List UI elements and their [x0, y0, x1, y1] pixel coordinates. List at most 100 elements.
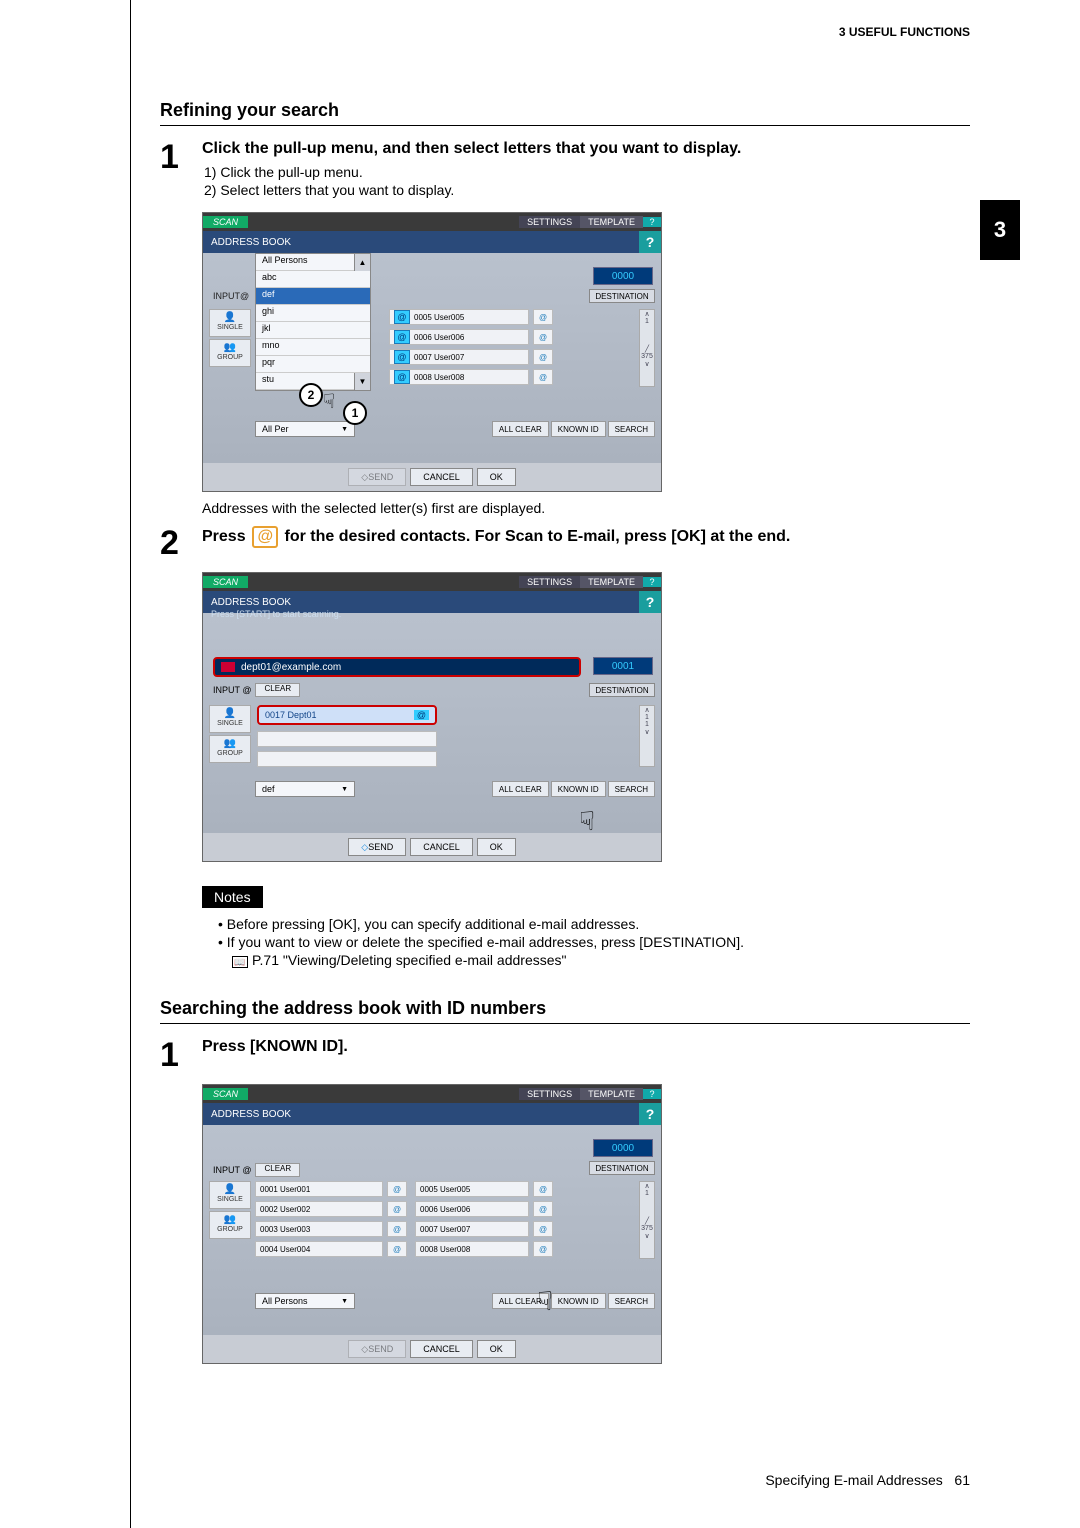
contact-row[interactable]: @0008 User008	[389, 369, 529, 385]
note-bullet: • Before pressing [OK], you can specify …	[218, 916, 970, 932]
screenshot-1: SCAN SETTINGS TEMPLATE ? ADDRESS BOOK ? …	[202, 212, 662, 492]
note-bullet: • If you want to view or delete the spec…	[218, 934, 970, 950]
help-icon: ?	[639, 1103, 661, 1125]
group-button[interactable]: 👥GROUP	[209, 1211, 251, 1239]
scrollbar[interactable]: ∧11∨	[639, 705, 655, 767]
settings-tab: SETTINGS	[519, 1088, 580, 1100]
address-book-header: ADDRESS BOOK	[203, 1103, 639, 1125]
destination-button[interactable]: DESTINATION	[589, 1161, 655, 1175]
step-number: 1	[160, 140, 202, 200]
at-button[interactable]: @	[387, 1201, 407, 1217]
template-tab: TEMPLATE	[580, 216, 643, 228]
contact-row[interactable]: 0006 User006	[415, 1201, 529, 1217]
contact-row[interactable]	[257, 751, 437, 767]
step-number: 2	[160, 526, 202, 560]
hand-cursor-icon: ☟	[323, 389, 335, 414]
clear-button[interactable]: CLEAR	[255, 1163, 300, 1177]
flag-icon	[221, 662, 235, 672]
ok-button[interactable]: OK	[477, 838, 516, 856]
dest-count: 0000	[593, 1139, 653, 1157]
notes-label: Notes	[202, 886, 263, 908]
screenshot-3: SCAN SETTINGS TEMPLATE ? ADDRESS BOOK ? …	[202, 1084, 662, 1364]
letter-dropdown[interactable]: ▲ All Persons abc def ghi jkl mno pqr st…	[255, 253, 371, 391]
single-button[interactable]: 👤SINGLE	[209, 309, 251, 337]
substep: 2) Select letters that you want to displ…	[204, 182, 970, 198]
at-button[interactable]: @	[533, 1201, 553, 1217]
cancel-button[interactable]: CANCEL	[410, 838, 473, 856]
dropdown-arrow-down[interactable]: ▼	[354, 373, 370, 390]
single-button[interactable]: 👤SINGLE	[209, 1181, 251, 1209]
filter-dropdown[interactable]: All Per	[255, 421, 355, 437]
destination-button[interactable]: DESTINATION	[589, 683, 655, 697]
at-button[interactable]: @	[533, 1241, 553, 1257]
contact-row[interactable]: 0004 User004	[255, 1241, 383, 1257]
contact-row[interactable]: 0007 User007	[415, 1221, 529, 1237]
filter-dropdown[interactable]: All Persons	[255, 1293, 355, 1309]
cancel-button[interactable]: CANCEL	[410, 468, 473, 486]
email-display: dept01@example.com	[213, 657, 581, 677]
known-id-button[interactable]: KNOWN ID	[551, 781, 606, 797]
contact-row[interactable]: @0005 User005	[389, 309, 529, 325]
known-id-button[interactable]: KNOWN ID	[551, 421, 606, 437]
template-tab: TEMPLATE	[580, 576, 643, 588]
selected-contact[interactable]: 0017 Dept01@	[257, 705, 437, 725]
step-title: Press [KNOWN ID].	[202, 1038, 970, 1056]
cancel-button[interactable]: CANCEL	[410, 1340, 473, 1358]
input-at-label[interactable]: INPUT @	[213, 685, 251, 695]
clear-button[interactable]: CLEAR	[255, 683, 300, 697]
dropdown-item-selected[interactable]: def	[256, 288, 370, 305]
at-button[interactable]: @	[533, 1181, 553, 1197]
known-id-button[interactable]: KNOWN ID	[551, 1293, 606, 1309]
ok-button[interactable]: OK	[477, 468, 516, 486]
all-clear-button[interactable]: ALL CLEAR	[492, 421, 549, 437]
at-button[interactable]: @	[387, 1221, 407, 1237]
callout-2: 2	[299, 383, 323, 407]
input-at-label[interactable]: INPUT @	[213, 1165, 251, 1175]
hand-cursor-icon: ☟	[579, 806, 595, 837]
search-button[interactable]: SEARCH	[608, 781, 655, 797]
contact-row[interactable]: @0007 User007	[389, 349, 529, 365]
group-button[interactable]: 👥GROUP	[209, 735, 251, 763]
at-button[interactable]: @	[533, 1221, 553, 1237]
template-tab: TEMPLATE	[580, 1088, 643, 1100]
dropdown-arrow-up[interactable]: ▲	[354, 254, 370, 271]
contact-row[interactable]: 0002 User002	[255, 1201, 383, 1217]
scrollbar[interactable]: ∧1╱375∨	[639, 1181, 655, 1259]
dropdown-item[interactable]: pqr	[256, 356, 370, 373]
dropdown-item[interactable]: abc	[256, 271, 370, 288]
dropdown-item[interactable]: ghi	[256, 305, 370, 322]
substep: 1) Click the pull-up menu.	[204, 164, 970, 180]
step-title: Click the pull-up menu, and then select …	[202, 140, 970, 158]
send-button[interactable]: ◇ SEND	[348, 838, 406, 856]
contact-row[interactable]: 0001 User001	[255, 1181, 383, 1197]
single-button[interactable]: 👤SINGLE	[209, 705, 251, 733]
destination-button[interactable]: DESTINATION	[589, 289, 655, 303]
contact-row[interactable]: @0006 User006	[389, 329, 529, 345]
at-button[interactable]: @	[533, 349, 553, 365]
contact-row[interactable]: 0008 User008	[415, 1241, 529, 1257]
scan-tab: SCAN	[203, 1088, 248, 1100]
at-button[interactable]: @	[387, 1241, 407, 1257]
search-button[interactable]: SEARCH	[608, 1293, 655, 1309]
contact-row[interactable]: 0003 User003	[255, 1221, 383, 1237]
search-button[interactable]: SEARCH	[608, 421, 655, 437]
step-title: Press @ for the desired contacts. For Sc…	[202, 526, 970, 548]
all-clear-button[interactable]: ALL CLEAR	[492, 781, 549, 797]
dropdown-item[interactable]: All Persons	[256, 254, 370, 271]
at-button[interactable]: @	[533, 329, 553, 345]
dropdown-item[interactable]: mno	[256, 339, 370, 356]
contact-row[interactable]	[257, 731, 437, 747]
ok-button[interactable]: OK	[477, 1340, 516, 1358]
dropdown-item[interactable]: jkl	[256, 322, 370, 339]
contact-row[interactable]: 0005 User005	[415, 1181, 529, 1197]
filter-dropdown[interactable]: def	[255, 781, 355, 797]
group-button[interactable]: 👥GROUP	[209, 339, 251, 367]
callout-1: 1	[343, 401, 367, 425]
section-heading: Refining your search	[160, 100, 970, 126]
scrollbar[interactable]: ∧1╱375∨	[639, 309, 655, 387]
at-button[interactable]: @	[387, 1181, 407, 1197]
at-button[interactable]: @	[533, 369, 553, 385]
chapter-header: 3 USEFUL FUNCTIONS	[839, 25, 970, 39]
dest-count: 0000	[593, 267, 653, 285]
at-button[interactable]: @	[533, 309, 553, 325]
